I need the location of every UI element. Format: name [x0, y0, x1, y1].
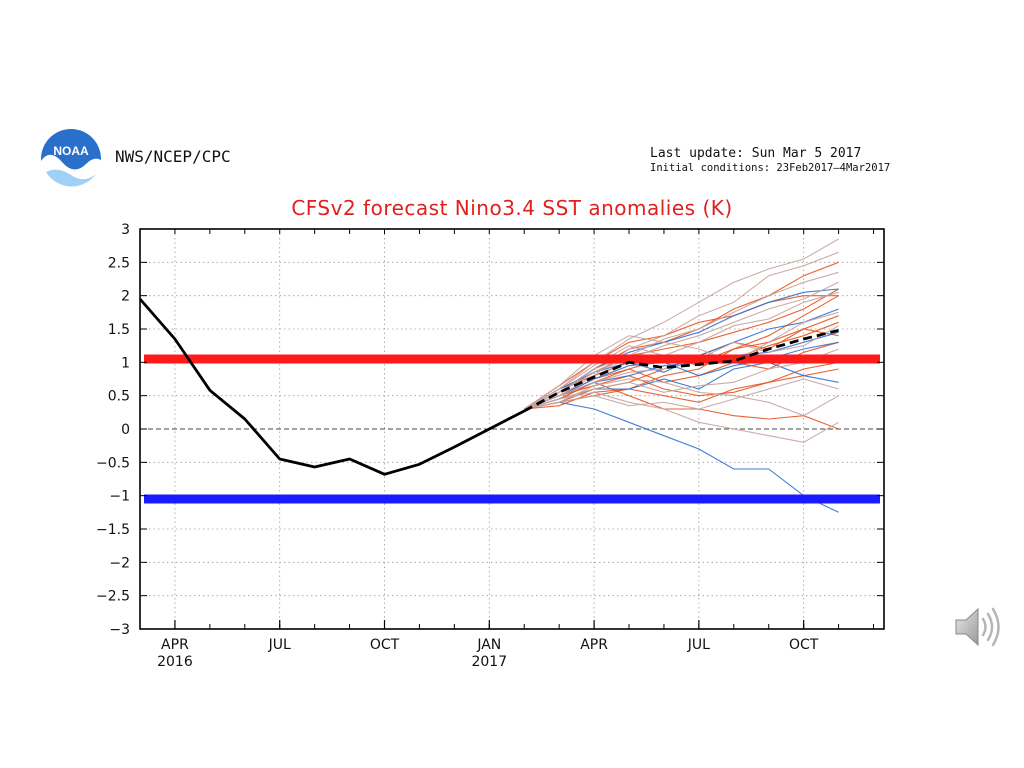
y-tick-label: 3	[121, 222, 130, 238]
y-tick-label: −2.5	[96, 589, 130, 605]
ensemble-member-line-17	[524, 341, 839, 410]
ensemble-member-line-23	[523, 291, 839, 410]
x-tick-label: APR	[580, 637, 608, 653]
update-info: Last update: Sun Mar 5 2017 Initial cond…	[650, 146, 890, 176]
y-tick-label: 0.5	[108, 389, 130, 405]
ensemble-member-line-18	[523, 238, 839, 410]
y-tick-label: 0	[121, 422, 130, 438]
agency-label: NWS/NCEP/CPC	[115, 147, 231, 166]
ensemble-member-line-28	[524, 378, 839, 410]
ensemble-member-line-21	[523, 271, 839, 410]
x-tick-year-label: 2017	[471, 654, 507, 670]
ensemble-mean-line	[523, 328, 839, 413]
noaa-logo-icon: NOAA	[41, 129, 102, 190]
initial-conditions-text: Initial conditions: 23Feb2017–4Mar2017	[650, 162, 891, 174]
x-tick-label: OCT	[370, 637, 400, 653]
chart-title: CFSv2 forecast Nino3.4 SST anomalies (K)	[291, 196, 733, 220]
speaker-icon[interactable]	[952, 602, 1006, 652]
y-tick-label: 1	[121, 355, 130, 371]
y-tick-label: −1	[109, 489, 130, 505]
ensemble-member-line-24	[524, 325, 839, 410]
x-tick-label: JUL	[687, 637, 710, 653]
y-tick-label: −2	[109, 555, 130, 571]
y-tick-label: 2	[121, 289, 130, 305]
ensemble-member-line-26	[523, 281, 839, 410]
ensemble-member-line-12	[524, 401, 839, 513]
y-tick-label: −1.5	[96, 522, 130, 538]
observed-line	[138, 298, 525, 476]
logo-text: NOAA	[53, 144, 89, 158]
last-update-text: Last update: Sun Mar 5 2017	[650, 146, 862, 161]
y-tick-label: 2.5	[108, 255, 130, 271]
y-tick-label: −3	[109, 622, 130, 638]
x-tick-label: JAN	[476, 637, 501, 653]
ensemble-member-line-7	[523, 295, 839, 410]
ensemble-member-line-25	[524, 348, 839, 410]
x-tick-label: OCT	[789, 637, 819, 653]
y-tick-label: −0.5	[96, 455, 130, 471]
x-tick-label: JUL	[268, 637, 291, 653]
ensemble-member-line-20	[524, 391, 839, 443]
y-tick-label: 1.5	[108, 322, 130, 338]
x-tick-year-label: 2016	[157, 654, 193, 670]
x-tick-label: APR	[161, 637, 189, 653]
ensemble-member-line-27	[523, 311, 839, 410]
